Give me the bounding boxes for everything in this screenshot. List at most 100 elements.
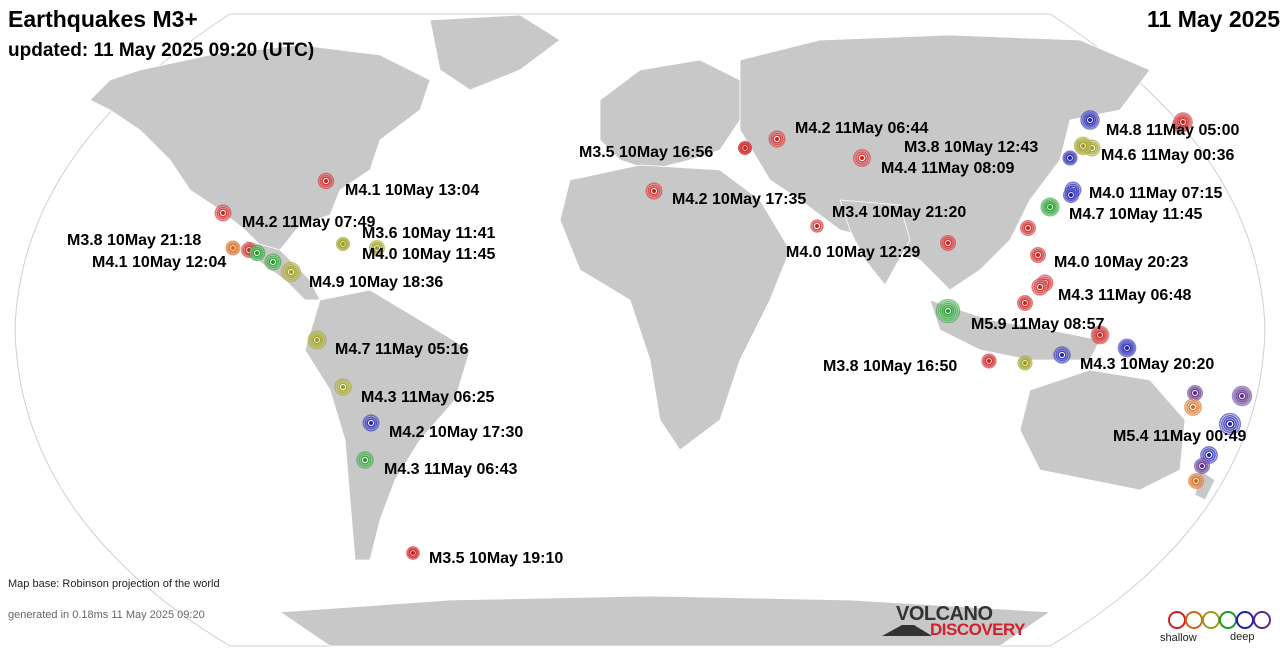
- quake-marker-eq-turkey[interactable]: [738, 141, 752, 155]
- quake-marker-extra-14[interactable]: [1194, 457, 1211, 474]
- north-america-land: [89, 44, 431, 251]
- quake-marker-extra-11[interactable]: [1231, 385, 1253, 407]
- quake-label-eq-java: M3.8 10May 16:50: [823, 358, 957, 375]
- quake-marker-extra-9[interactable]: [1017, 355, 1033, 371]
- quake-marker-eq-japan-3[interactable]: [1063, 187, 1080, 204]
- depth-legend-swatches: [1168, 611, 1271, 629]
- quake-marker-eq-bering[interactable]: [1173, 112, 1193, 132]
- quake-marker-eq-chile-2[interactable]: [356, 451, 374, 469]
- europe-land: [599, 59, 741, 171]
- legend-swatch-orange: [1185, 611, 1203, 629]
- india-land: [839, 199, 911, 286]
- land-masses: [89, 14, 1216, 647]
- quake-label-eq-usa-east: M4.1 10May 13:04: [345, 182, 479, 199]
- quake-marker-eq-caucasus[interactable]: [768, 130, 786, 148]
- map-date: 11 May 2025: [1146, 6, 1280, 32]
- quake-marker-eq-java[interactable]: [981, 353, 997, 369]
- quake-label-eq-peru: M4.3 11May 06:25: [361, 389, 495, 406]
- quake-label-eq-costarica: M4.9 10May 18:36: [309, 274, 443, 291]
- quake-marker-extra-12[interactable]: [1184, 398, 1202, 416]
- quake-marker-eq-peru[interactable]: [334, 378, 352, 396]
- quake-label-eq-mexico-1: M4.2 11May 07:49: [242, 214, 376, 231]
- quake-marker-eq-philippines-1[interactable]: [1030, 247, 1047, 264]
- asia-land: [739, 34, 1151, 291]
- quake-marker-eq-myanmar[interactable]: [939, 235, 956, 252]
- quake-marker-eq-japan-1[interactable]: [1062, 150, 1078, 166]
- legend-swatch-blue: [1236, 611, 1254, 629]
- quake-marker-eq-hindukush[interactable]: [853, 149, 871, 167]
- quake-label-eq-hindukush: M4.4 11May 08:09: [881, 160, 1015, 177]
- quake-label-eq-chile-1: M4.2 10May 17:30: [389, 424, 523, 441]
- quake-marker-eq-ecuador[interactable]: [307, 330, 327, 350]
- quake-label-eq-japan-2: M4.6 11May 00:36: [1101, 147, 1235, 164]
- legend-swatch-purple: [1253, 611, 1271, 629]
- volcano-icon: [882, 625, 932, 636]
- quake-marker-eq-guatemala[interactable]: [248, 244, 266, 262]
- quake-marker-eq-iran[interactable]: [810, 219, 824, 233]
- australia-land: [1019, 369, 1186, 491]
- quake-marker-eq-cuba[interactable]: [335, 236, 351, 252]
- page-title: Earthquakes M3+: [8, 6, 198, 32]
- quake-label-eq-caribbean: M4.0 10May 11:45: [362, 246, 496, 263]
- greenland-land: [429, 14, 561, 91]
- quake-label-eq-greece: M4.2 10May 17:35: [672, 191, 806, 208]
- updated-timestamp: updated: 11 May 2025 09:20 (UTC): [8, 40, 315, 61]
- volcano-discovery-logo[interactable]: VOLCANO DISCOVERY: [880, 603, 1030, 639]
- quake-label-eq-guatemala: M4.1 10May 12:04: [92, 254, 226, 271]
- depth-legend: shallow deep: [1150, 608, 1280, 650]
- quake-label-eq-mexico-2: M3.8 10May 21:18: [67, 232, 201, 249]
- quake-label-eq-iran: M3.4 10May 21:20: [832, 204, 966, 221]
- quake-marker-eq-mexico-2[interactable]: [225, 240, 241, 256]
- legend-swatch-red: [1168, 611, 1186, 629]
- logo-text-discovery: DISCOVERY: [930, 620, 1026, 639]
- africa-land: [559, 164, 791, 451]
- quake-marker-eq-mexico-1[interactable]: [214, 204, 232, 222]
- quake-marker-extra-7[interactable]: [1090, 325, 1110, 345]
- indonesia-land: [929, 299, 1101, 361]
- quake-label-eq-drake: M3.5 10May 19:10: [429, 550, 563, 567]
- quake-label-eq-myanmar: M4.0 10May 12:29: [786, 244, 920, 261]
- quake-label-eq-ecuador: M4.7 11May 05:16: [335, 341, 469, 358]
- quake-label-eq-japan-1: M3.8 10May 12:43: [904, 139, 1038, 156]
- quake-label-eq-japan-3: M4.0 11May 07:15: [1089, 185, 1223, 202]
- quake-label-eq-sumatra: M5.9 11May 08:57: [971, 316, 1105, 333]
- quake-marker-eq-caribbean[interactable]: [368, 240, 385, 257]
- earthquake-markers: M4.8 11May 05:00 M3.8 10May 12:43 M4.6 11M…: [67, 110, 1253, 567]
- legend-swatch-green: [1219, 611, 1237, 629]
- logo-text-volcano: VOLCANO: [896, 603, 993, 625]
- quake-label-eq-caucasus: M4.2 11May 06:44: [795, 120, 929, 137]
- quake-marker-eq-japan-2[interactable]: [1073, 136, 1093, 156]
- map-base-note: Map base: Robinson projection of the wor…: [8, 578, 220, 590]
- quake-marker-extra-4[interactable]: [1019, 220, 1036, 237]
- quake-marker-eq-taiwan[interactable]: [1040, 197, 1060, 217]
- quake-label-eq-vanuatu: M5.4 11May 00:49: [1113, 428, 1247, 445]
- quake-marker-extra-8[interactable]: [1117, 338, 1137, 358]
- quake-marker-eq-greece[interactable]: [645, 182, 663, 200]
- quake-marker-eq-sumatra[interactable]: [935, 298, 961, 324]
- south-america-land: [304, 289, 471, 561]
- quake-marker-eq-drake[interactable]: [406, 546, 420, 560]
- quake-marker-eq-vanuatu[interactable]: [1218, 412, 1242, 436]
- legend-deep-label: deep: [1230, 631, 1255, 643]
- quake-label-eq-bering: M4.8 11May 05:00: [1106, 122, 1240, 139]
- quake-label-eq-banda: M4.3 10May 20:20: [1080, 356, 1214, 373]
- quake-marker-extra-5[interactable]: [1016, 294, 1033, 311]
- quake-marker-extra-17[interactable]: [264, 253, 282, 271]
- legend-shallow-label: shallow: [1160, 632, 1197, 644]
- quake-marker-eq-philippines-2[interactable]: [1031, 278, 1049, 296]
- quake-label-eq-turkey: M3.5 10May 16:56: [579, 144, 713, 161]
- quake-label-eq-taiwan: M4.7 10May 11:45: [1069, 206, 1203, 223]
- quake-label-eq-cuba: M3.6 10May 11:41: [362, 225, 496, 242]
- quake-marker-eq-chile-1[interactable]: [362, 414, 380, 432]
- quake-marker-extra-15[interactable]: [1188, 472, 1205, 489]
- quake-label-eq-philippines-2: M4.3 11May 06:48: [1058, 287, 1192, 304]
- legend-swatch-olive: [1202, 611, 1220, 629]
- quake-marker-eq-costarica[interactable]: [281, 262, 301, 282]
- quake-label-eq-philippines-1: M4.0 10May 20:23: [1054, 254, 1188, 271]
- antarctica-land: [278, 595, 1052, 647]
- quake-marker-extra-10[interactable]: [1187, 384, 1204, 401]
- quake-marker-eq-banda[interactable]: [1053, 346, 1071, 364]
- quake-marker-eq-usa-east[interactable]: [317, 172, 335, 190]
- quake-marker-extra-1[interactable]: [1080, 110, 1100, 130]
